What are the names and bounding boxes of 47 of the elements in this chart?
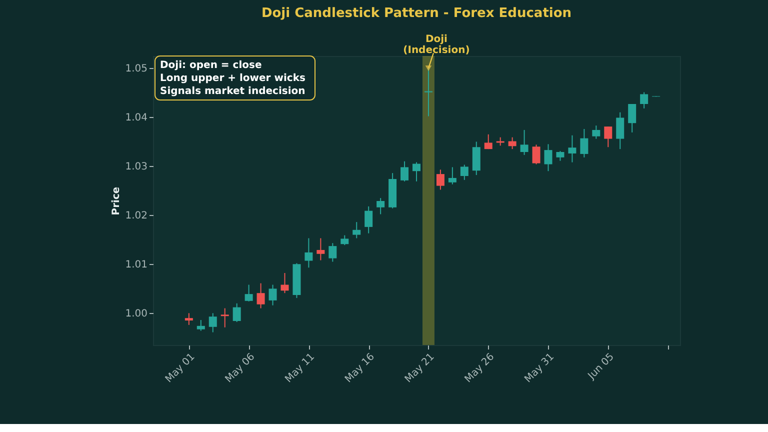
y-tick-label: 1.01 — [125, 260, 148, 271]
candlestick — [592, 125, 600, 140]
candlestick — [232, 302, 241, 322]
candlestick — [604, 126, 612, 148]
y-tick-label: 1.04 — [125, 112, 148, 124]
candlestick — [400, 160, 409, 182]
candlestick — [184, 312, 193, 326]
candlestick — [460, 164, 468, 180]
annotation: Doji: open = close Long upper + lower wicks Signals market indecision — [160, 60, 306, 97]
candlestick — [484, 134, 492, 150]
y-tick-label: 1.03 — [125, 162, 148, 173]
candlestick — [364, 206, 373, 234]
candlestick — [268, 284, 277, 306]
y-tick-label: 1.05 — [125, 64, 148, 75]
candlestick — [244, 284, 253, 302]
candlestick — [580, 128, 588, 158]
candlestick — [436, 169, 444, 190]
candlestick — [472, 141, 480, 176]
candlestick — [256, 282, 265, 309]
candlestick — [340, 234, 349, 246]
candlestick — [376, 198, 385, 215]
y-tick-label: 1.00 — [125, 308, 148, 320]
chart-title: Doji Candlestick Pattern - Forex Education — [261, 6, 572, 21]
candlestick — [520, 129, 528, 156]
candlestick — [208, 312, 217, 333]
candlestick — [280, 272, 289, 294]
y-axis-title: Price — [111, 186, 122, 216]
candlestick — [424, 68, 432, 117]
candlestick — [352, 222, 361, 239]
candlestick — [328, 242, 337, 262]
candlestick — [508, 136, 516, 150]
candlestick — [220, 308, 229, 328]
candlestick — [556, 150, 564, 162]
annotation: Doji (Indecision) — [403, 34, 470, 56]
candlestick — [616, 112, 624, 150]
candlestick — [316, 238, 325, 261]
candlestick — [640, 92, 648, 109]
candlestick — [304, 238, 313, 268]
candlestick — [196, 320, 205, 332]
candlestick — [544, 144, 552, 172]
candlestick — [532, 144, 540, 165]
x-tick-label: Jun 05 — [586, 352, 616, 382]
candlestick — [448, 166, 456, 185]
candlestick — [628, 104, 636, 133]
candlestick — [568, 134, 576, 163]
candlestick — [412, 162, 420, 182]
y-tick-label: 1.02 — [125, 210, 148, 222]
